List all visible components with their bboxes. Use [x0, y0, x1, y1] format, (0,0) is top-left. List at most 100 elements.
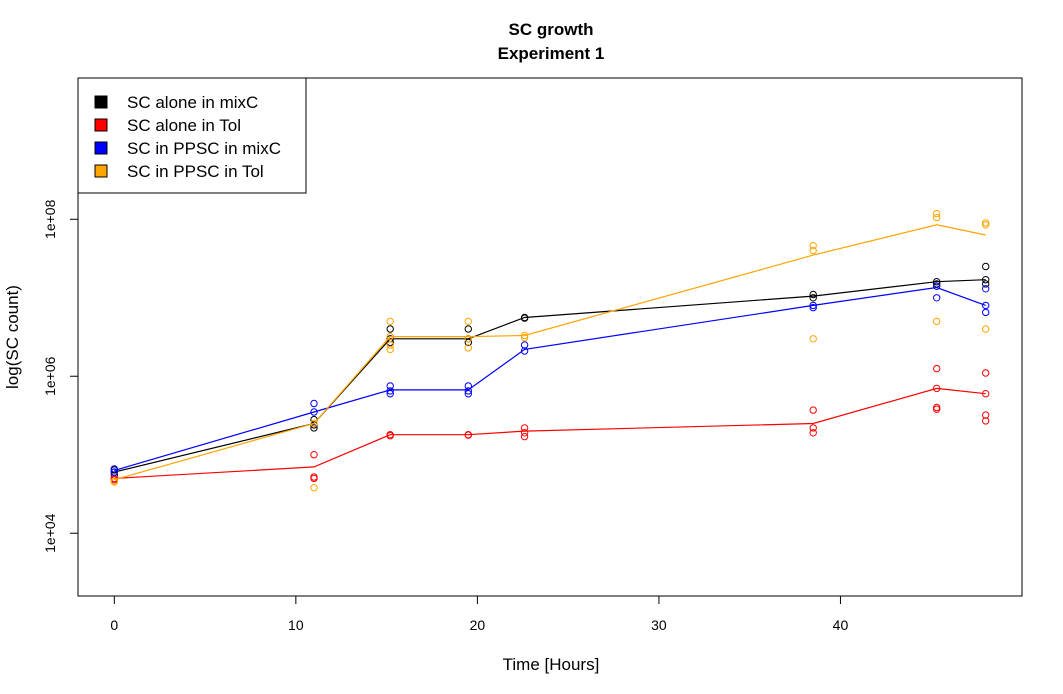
- data-point: [982, 276, 990, 284]
- data-point: [464, 390, 472, 398]
- data-point: [464, 325, 472, 333]
- series-0: [110, 262, 990, 479]
- data-point: [982, 301, 990, 310]
- data-point: [310, 399, 318, 408]
- data-point: [520, 424, 529, 432]
- x-tick-label: 30: [651, 617, 667, 633]
- data-point: [110, 468, 119, 476]
- series-2: [110, 282, 990, 476]
- data-point: [520, 429, 529, 437]
- data-point: [982, 417, 990, 425]
- data-point: [809, 406, 817, 414]
- y-axis-label: log(SC count): [3, 285, 22, 389]
- data-point: [809, 301, 817, 310]
- data-point: [520, 314, 529, 322]
- legend-label: SC alone in mixC: [127, 93, 258, 112]
- data-point: [982, 285, 990, 293]
- legend-label: SC in PPSC in Tol: [127, 162, 264, 181]
- data-point: [464, 431, 472, 439]
- data-point: [110, 478, 119, 486]
- x-axis: 0 10 20 30 40: [110, 595, 849, 633]
- data-point: [386, 432, 394, 440]
- data-point: [982, 280, 990, 288]
- data-point: [310, 424, 318, 432]
- data-point: [386, 387, 394, 395]
- data-point: [386, 345, 394, 354]
- data-point: [809, 294, 817, 302]
- data-point: [310, 484, 318, 492]
- data-point: [386, 338, 394, 347]
- data-point: [933, 364, 941, 373]
- data-point: [520, 432, 529, 441]
- y-tick-label: 1e+08: [42, 199, 58, 239]
- data-point: [982, 411, 990, 419]
- data-point: [933, 405, 941, 413]
- data-point: [809, 424, 817, 432]
- data-point: [933, 294, 941, 302]
- data-point: [933, 282, 941, 290]
- data-point: [310, 419, 318, 428]
- x-tick-label: 10: [288, 617, 304, 633]
- data-point: [386, 390, 394, 398]
- legend-swatch: [94, 164, 108, 178]
- data-point: [520, 331, 529, 340]
- y-tick-label: 1e+06: [42, 356, 58, 396]
- data-point: [982, 369, 990, 377]
- data-point: [982, 390, 990, 398]
- legend-box: [77, 77, 307, 194]
- legend-swatch: [94, 118, 108, 132]
- series-line: [114, 224, 986, 481]
- data-point: [386, 317, 394, 326]
- data-point: [809, 429, 817, 437]
- data-point: [464, 335, 472, 343]
- x-tick-label: 0: [110, 617, 118, 633]
- data-point: [982, 221, 990, 229]
- data-point: [809, 246, 817, 255]
- data-point: [933, 317, 941, 326]
- data-point: [933, 278, 941, 286]
- data-point: [982, 308, 990, 317]
- y-tick-label: 1e+04: [42, 513, 58, 553]
- data-point: [933, 384, 941, 393]
- data-point: [809, 242, 817, 250]
- data-point: [809, 290, 817, 299]
- series-1: [110, 364, 990, 484]
- data-point: [464, 382, 472, 390]
- data-point: [386, 341, 394, 349]
- data-point: [982, 219, 990, 227]
- legend-swatch: [94, 141, 108, 155]
- data-point: [464, 387, 472, 395]
- data-point: [464, 317, 472, 326]
- data-point: [520, 334, 529, 342]
- x-tick-label: 40: [833, 617, 849, 633]
- series-3: [110, 209, 990, 492]
- chart-subtitle: Experiment 1: [498, 44, 605, 63]
- data-point: [464, 344, 472, 352]
- legend: SC alone in mixC SC alone in Tol SC in PPS…: [77, 77, 307, 194]
- series-line: [114, 387, 986, 479]
- legend-label: SC alone in Tol: [127, 116, 241, 135]
- y-axis: 1e+04 1e+06 1e+08: [42, 199, 79, 553]
- chart-title: SC growth: [509, 20, 594, 39]
- x-axis-label: Time [Hours]: [503, 655, 600, 674]
- data-point: [982, 325, 990, 333]
- data-point: [933, 209, 941, 218]
- data-point: [110, 465, 119, 473]
- data-point: [809, 335, 817, 343]
- legend-swatch: [94, 95, 108, 109]
- data-point: [982, 262, 990, 271]
- data-point: [933, 213, 941, 222]
- data-point: [310, 451, 318, 459]
- data-point: [809, 303, 817, 312]
- data-point: [310, 474, 318, 483]
- data-point: [310, 408, 318, 416]
- data-point: [386, 332, 394, 341]
- legend-label: SC in PPSC in mixC: [127, 139, 281, 158]
- data-point: [386, 382, 394, 390]
- series-layer: [110, 209, 990, 492]
- data-point: [520, 347, 529, 355]
- data-point: [386, 325, 394, 333]
- x-tick-label: 20: [470, 617, 486, 633]
- data-point: [464, 338, 472, 347]
